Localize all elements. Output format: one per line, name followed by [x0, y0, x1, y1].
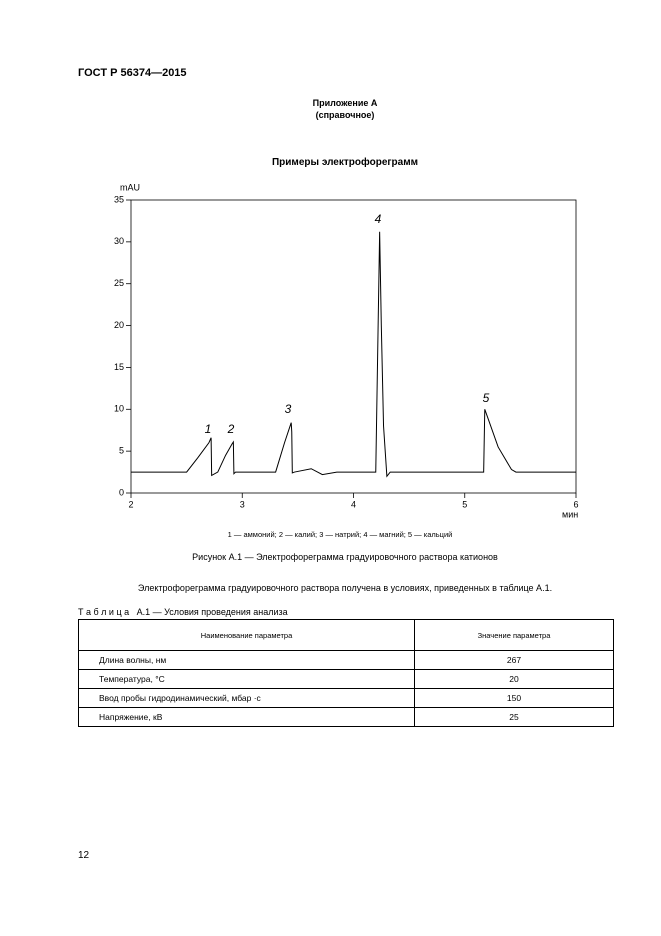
appendix-title: Приложение А: [312, 98, 378, 108]
x-tick-label: 2: [128, 499, 133, 509]
table-row: Температура, °С 20: [78, 669, 614, 689]
chart-legend: 1 — аммоний; 2 — калий; 3 — натрий; 4 — …: [227, 530, 453, 539]
page-number: 12: [78, 850, 90, 861]
x-tick-label: 4: [351, 499, 356, 509]
table-body: Длина волны, нм 267 Температура, °С 20 Ввод …: [78, 650, 614, 727]
trace-line: [131, 231, 576, 478]
plot-frame: [130, 199, 577, 494]
x-tick-label: 6: [573, 499, 578, 509]
appendix-note: (справочное): [315, 110, 375, 120]
table-cell: 25: [414, 707, 614, 727]
doc-code: ГОСТ Р 56374—2015: [78, 67, 187, 79]
peak-label: 1: [205, 422, 212, 436]
y-tick-label: 35: [114, 194, 124, 204]
table-cell: 267: [414, 650, 614, 670]
table-cell: Температура, °С: [78, 669, 415, 689]
table-cell: Напряжение, кВ: [78, 707, 415, 727]
x-tick-label: 5: [462, 499, 467, 509]
table-caption: Т а б л и ц а А.1 — Условия проведения а…: [78, 607, 288, 617]
table-header-row: Наименование параметра Значение параметр…: [78, 619, 614, 651]
paragraph: Электрофореграмма градуировочного раство…: [137, 583, 553, 593]
y-tick-label: 20: [114, 320, 124, 330]
table-cell: Ввод пробы гидродинамический, мбар ·с: [78, 688, 415, 708]
table-row: Длина волны, нм 267: [78, 650, 614, 670]
peak-label: 5: [483, 391, 490, 405]
table-cell: 20: [414, 669, 614, 689]
table-cell: 150: [414, 688, 614, 708]
x-axis-label: мин: [562, 509, 578, 519]
y-tick-label: 30: [114, 236, 124, 246]
table-row: Напряжение, кВ 25: [78, 707, 614, 727]
table-cell: Длина волны, нм: [78, 650, 415, 670]
figure-caption: Рисунок А.1 — Электрофореграмма градуиро…: [192, 552, 498, 562]
parameters-table: Наименование параметра Значение параметр…: [78, 619, 614, 727]
y-tick-label: 10: [114, 404, 124, 414]
y-tick-label: 15: [114, 362, 124, 372]
table-row: Ввод пробы гидродинамический, мбар ·с 150: [78, 688, 614, 708]
y-tick-label: 0: [119, 487, 124, 497]
peak-label: 4: [375, 212, 382, 226]
header-cell: Наименование параметра: [78, 619, 415, 651]
x-tick-label: 3: [240, 499, 245, 509]
chart-title: Примеры электрофореграмм: [271, 157, 419, 168]
y-tick-label: 5: [119, 446, 124, 456]
header-cell: Значение параметра: [414, 619, 614, 651]
y-tick-label: 25: [114, 278, 124, 288]
y-axis-label: mAU: [120, 182, 140, 192]
chart: mAU мин 0 5 10 15 20 25 30 35 2 3 4 5 6 1 2 3 4 5: [114, 182, 579, 519]
peak-label: 2: [227, 422, 235, 436]
peak-label: 3: [285, 402, 292, 416]
